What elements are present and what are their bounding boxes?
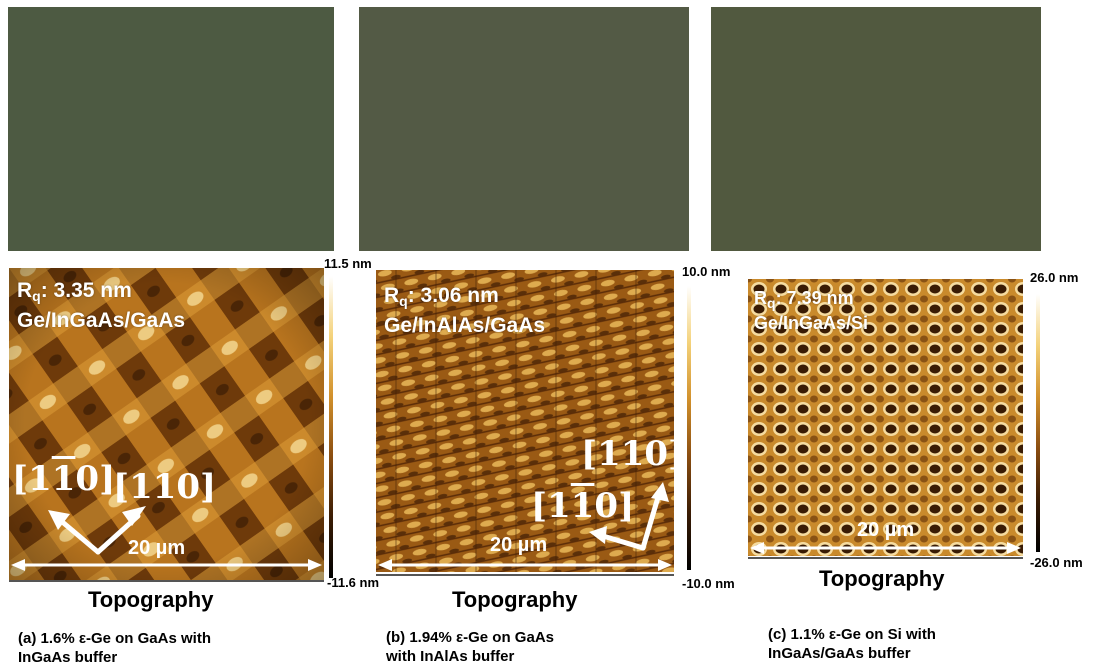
afm-image-c [748, 279, 1023, 556]
direction-label-110-b: [110] [581, 434, 685, 474]
direction-label-110-a: [110] [113, 467, 217, 507]
roughness-label-c: Rq: 7.39 nm [754, 288, 854, 311]
scale-bar-a [11, 559, 322, 571]
crystal-direction-arrows-a [48, 506, 146, 555]
scale-bar-label-b: 20 µm [490, 534, 548, 556]
color-bar-max-b: 10.0 nm [682, 264, 731, 279]
color-bar-min-c: -26.0 nm [1030, 555, 1083, 570]
scale-bar-c [750, 542, 1021, 554]
color-bar-min-a: -11.6 nm [327, 575, 380, 590]
topography-label-c: Topography [819, 566, 945, 591]
color-bar-c [1036, 294, 1040, 552]
scale-bar-b [378, 559, 672, 571]
caption-b: (b) 1.94% ε-Ge on GaAs with InAlAs buffe… [386, 629, 554, 665]
baseline-c [748, 557, 1023, 559]
color-bar-b [687, 286, 691, 570]
color-bar-max-a: 11.5 nm [324, 256, 372, 271]
afm-image-a [9, 268, 324, 580]
direction-label-1-10-a: [110] [12, 459, 116, 499]
topography-label-b: Topography [452, 587, 578, 612]
layer-stack-label-c: Ge/InGaAs/Si [754, 313, 869, 333]
color-bar-max-c: 26.0 nm [1030, 270, 1079, 285]
caption-c: (c) 1.1% ε-Ge on Si with InGaAs/GaAs buf… [768, 626, 936, 662]
baseline-a [9, 580, 324, 582]
optical-photo-b [359, 7, 689, 251]
scale-bar-label-c: 20 µm [857, 519, 915, 541]
layer-stack-label-a: Ge/InGaAs/GaAs [17, 309, 186, 332]
roughness-label-a: Rq: 3.35 nm [17, 279, 132, 304]
color-bar-min-b: -10.0 nm [682, 576, 735, 591]
color-bar-a [329, 276, 333, 578]
scale-bar-label-a: 20 µm [128, 537, 186, 559]
layer-stack-label-b: Ge/InAlAs/GaAs [384, 314, 546, 337]
baseline-b [376, 574, 674, 576]
direction-label-1-10-b: [110] [531, 486, 635, 526]
roughness-label-b: Rq: 3.06 nm [384, 284, 499, 309]
crystal-direction-arrows-b [589, 482, 669, 551]
topography-label-a: Topography [88, 587, 214, 612]
afm-image-b [376, 270, 674, 572]
optical-photo-a [8, 7, 334, 251]
caption-a: (a) 1.6% ε-Ge on GaAs with InGaAs buffer [18, 630, 211, 666]
optical-photo-c [711, 7, 1041, 251]
